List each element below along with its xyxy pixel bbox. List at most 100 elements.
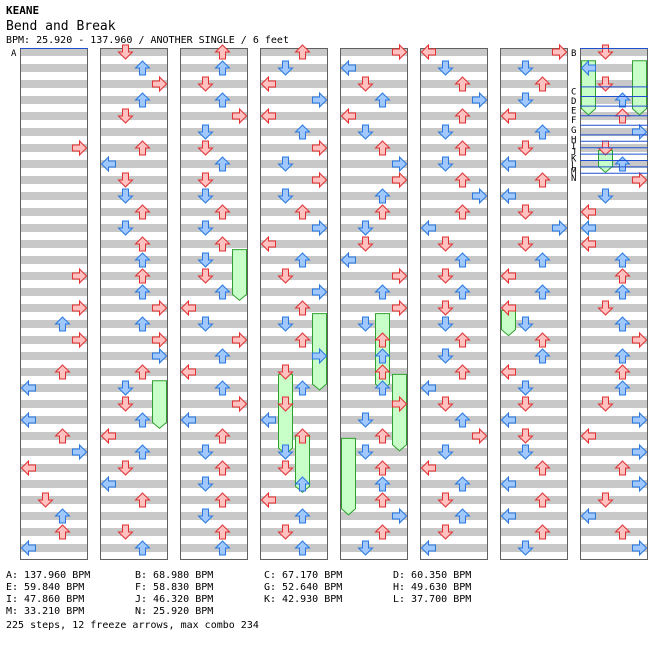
step-arrow-down bbox=[277, 316, 294, 332]
beat-band bbox=[420, 304, 488, 312]
bpm-legend-h: H: 49.630 BPM bbox=[393, 582, 472, 593]
step-arrow-left bbox=[500, 475, 516, 493]
step-arrow-up bbox=[374, 364, 391, 380]
beat-band bbox=[260, 160, 328, 168]
beat-band bbox=[580, 368, 648, 376]
beat-band bbox=[180, 544, 248, 552]
step-arrow-up bbox=[134, 492, 151, 508]
step-arrow-up bbox=[454, 332, 471, 348]
step-arrow-right bbox=[312, 171, 328, 189]
step-arrow-left bbox=[340, 59, 356, 77]
beat-band bbox=[100, 528, 168, 536]
step-arrow-up bbox=[54, 364, 71, 380]
step-arrow-left bbox=[420, 219, 436, 237]
step-arrow-up bbox=[454, 284, 471, 300]
beat-band bbox=[500, 304, 568, 312]
step-arrow-right bbox=[392, 43, 408, 61]
beat-band bbox=[180, 272, 248, 280]
step-arrow-up bbox=[374, 428, 391, 444]
step-arrow-down bbox=[277, 188, 294, 204]
beat-band bbox=[260, 240, 328, 248]
step-arrow-down bbox=[197, 124, 214, 140]
beat-band bbox=[100, 464, 168, 472]
step-arrow-right bbox=[232, 107, 248, 125]
step-arrow-up bbox=[374, 476, 391, 492]
beat-band bbox=[100, 368, 168, 376]
beat-band bbox=[100, 416, 168, 424]
beat-band bbox=[20, 464, 88, 472]
beat-band bbox=[580, 480, 648, 488]
beat-band bbox=[420, 464, 488, 472]
step-arrow-up bbox=[54, 428, 71, 444]
song-title: Bend and Break bbox=[6, 19, 116, 34]
beat-band bbox=[580, 352, 648, 360]
step-arrow-up bbox=[374, 348, 391, 364]
beat-band bbox=[180, 368, 248, 376]
beat-band bbox=[340, 464, 408, 472]
beat-band bbox=[20, 512, 88, 520]
step-arrow-down bbox=[517, 396, 534, 412]
beat-band bbox=[100, 192, 168, 200]
step-arrow-up bbox=[134, 444, 151, 460]
beat-band bbox=[20, 144, 88, 152]
step-arrow-right bbox=[72, 267, 88, 285]
beat-band bbox=[340, 112, 408, 120]
step-arrow-up bbox=[294, 476, 311, 492]
step-arrow-down bbox=[357, 236, 374, 252]
beat-band bbox=[340, 416, 408, 424]
step-arrow-right bbox=[152, 75, 168, 93]
step-arrow-right bbox=[392, 171, 408, 189]
step-arrow-up bbox=[214, 348, 231, 364]
step-arrow-left bbox=[100, 427, 116, 445]
step-arrow-up bbox=[374, 140, 391, 156]
beat-band bbox=[20, 160, 88, 168]
beat-band bbox=[260, 496, 328, 504]
beat-band bbox=[100, 208, 168, 216]
beat-band bbox=[340, 432, 408, 440]
beat-band bbox=[180, 160, 248, 168]
step-arrow-down bbox=[37, 492, 54, 508]
beat-band bbox=[500, 80, 568, 88]
step-arrow-up bbox=[614, 348, 631, 364]
step-arrow-up bbox=[214, 380, 231, 396]
step-arrow-up bbox=[534, 172, 551, 188]
step-arrow-down bbox=[357, 124, 374, 140]
beat-band bbox=[500, 256, 568, 264]
beat-band bbox=[180, 432, 248, 440]
beat-band bbox=[20, 384, 88, 392]
step-arrow-down bbox=[197, 220, 214, 236]
beat-band bbox=[20, 544, 88, 552]
bpm-legend-i: I: 47.860 BPM bbox=[6, 594, 85, 605]
bpm-change-label: L bbox=[571, 161, 576, 171]
step-arrow-down bbox=[597, 44, 614, 60]
beat-band bbox=[100, 544, 168, 552]
beat-band bbox=[100, 496, 168, 504]
step-arrow-down bbox=[117, 172, 134, 188]
beat-band bbox=[420, 208, 488, 216]
beat-band bbox=[420, 432, 488, 440]
step-arrow-down bbox=[197, 76, 214, 92]
step-arrow-down bbox=[357, 220, 374, 236]
bpm-change-label: N bbox=[571, 174, 576, 184]
beat-band bbox=[180, 48, 248, 56]
beat-band bbox=[100, 80, 168, 88]
step-arrow-up bbox=[454, 140, 471, 156]
step-arrow-right bbox=[312, 347, 328, 365]
beat-band bbox=[20, 256, 88, 264]
step-arrow-left bbox=[500, 299, 516, 317]
step-arrow-down bbox=[437, 316, 454, 332]
column-border bbox=[500, 48, 568, 560]
beat-band bbox=[180, 384, 248, 392]
bpm-change-label: K bbox=[571, 155, 577, 165]
beat-band bbox=[100, 96, 168, 104]
step-arrow-left bbox=[20, 459, 36, 477]
beat-band bbox=[180, 336, 248, 344]
beat-band bbox=[100, 144, 168, 152]
bpm-change-label: D bbox=[571, 97, 576, 107]
column-border bbox=[180, 48, 248, 560]
step-arrow-down bbox=[517, 60, 534, 76]
step-arrow-up bbox=[294, 540, 311, 556]
step-arrow-up bbox=[214, 44, 231, 60]
step-arrow-left bbox=[340, 107, 356, 125]
beat-band bbox=[20, 416, 88, 424]
